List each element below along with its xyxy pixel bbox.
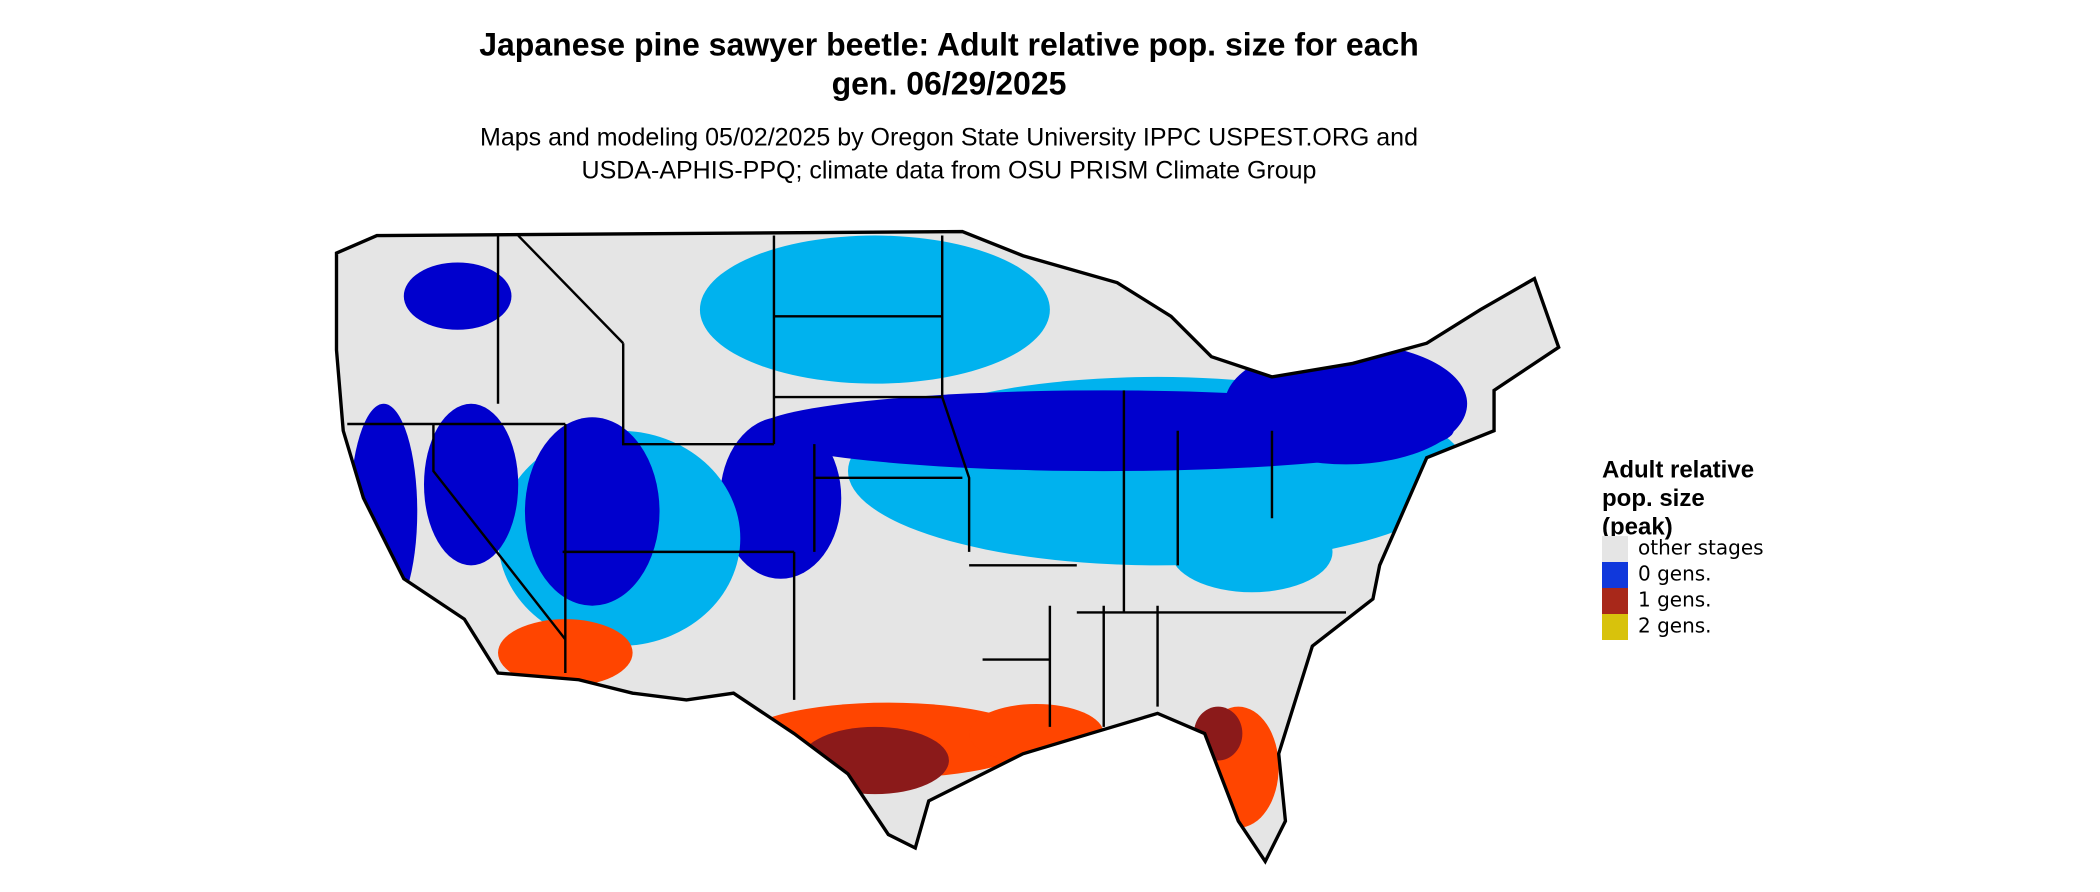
legend-label: 2 gens. bbox=[1638, 614, 1712, 638]
model-areas bbox=[349, 235, 1468, 828]
subtitle-line: Maps and modeling 05/02/2025 by Oregon S… bbox=[480, 124, 1418, 152]
legend-swatch bbox=[1602, 614, 1628, 640]
legend-label: other stages bbox=[1638, 536, 1764, 560]
legend-title: pop. size bbox=[1602, 485, 1705, 512]
legend-swatch bbox=[1602, 562, 1628, 588]
state-lines bbox=[347, 234, 1346, 727]
title-line: gen. 06/29/2025 bbox=[832, 65, 1067, 101]
legend-swatch bbox=[1602, 588, 1628, 614]
us-map bbox=[334, 229, 1561, 865]
subtitle-line: USDA-APHIS-PPQ; climate data from OSU PR… bbox=[582, 157, 1317, 185]
titles: Japanese pine sawyer beetle: Adult relat… bbox=[479, 26, 1419, 184]
legend-label: 0 gens. bbox=[1638, 562, 1712, 586]
legend-label: 1 gens. bbox=[1638, 588, 1712, 612]
country-outline bbox=[334, 229, 1561, 865]
legend-title: (peak) bbox=[1602, 513, 1673, 540]
title-line: Japanese pine sawyer beetle: Adult relat… bbox=[479, 26, 1419, 62]
legend-title: Adult relative bbox=[1602, 456, 1754, 483]
legend-swatch bbox=[1602, 536, 1628, 562]
